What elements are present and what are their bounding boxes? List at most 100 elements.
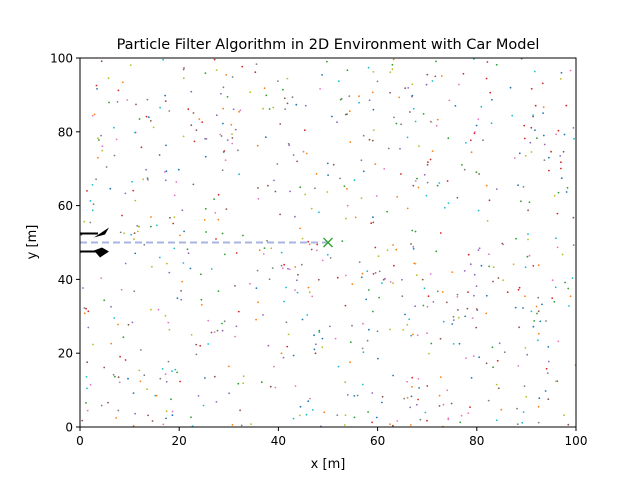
particle <box>308 291 311 294</box>
particle <box>307 400 310 403</box>
particle <box>174 368 177 371</box>
particle <box>85 307 87 310</box>
particle <box>370 222 373 225</box>
particle <box>477 249 480 252</box>
particle <box>349 141 352 144</box>
particle <box>495 188 498 191</box>
particle <box>537 332 540 335</box>
particle <box>268 108 271 110</box>
particle <box>165 417 168 420</box>
particle <box>362 134 365 137</box>
particle <box>458 342 461 345</box>
particle <box>238 110 241 113</box>
particle <box>553 300 556 303</box>
particle <box>473 294 475 297</box>
particle <box>567 287 570 290</box>
particle <box>374 246 377 249</box>
particle <box>560 177 563 180</box>
particle <box>182 262 185 264</box>
particle <box>127 377 129 380</box>
particle <box>532 115 534 118</box>
particle <box>525 395 528 398</box>
particle <box>512 263 515 266</box>
particle <box>280 352 283 355</box>
particle <box>326 191 329 193</box>
particle <box>502 279 504 282</box>
particle <box>470 151 473 154</box>
particle <box>536 312 538 315</box>
particle <box>472 355 475 357</box>
particle <box>377 255 380 258</box>
particle <box>422 113 425 115</box>
particle <box>411 229 414 232</box>
particle <box>89 200 92 202</box>
particle <box>190 90 193 93</box>
particle <box>426 181 429 184</box>
particle <box>134 199 137 202</box>
x-tick-label: 20 <box>172 434 187 448</box>
particle <box>288 268 291 271</box>
particle <box>142 178 145 181</box>
particle <box>82 287 84 289</box>
particle <box>284 108 287 110</box>
particle <box>535 305 538 308</box>
particle <box>146 98 149 101</box>
particle <box>501 242 504 245</box>
particle <box>447 202 450 205</box>
particle <box>331 115 333 118</box>
particle <box>119 355 121 358</box>
particle <box>371 392 374 394</box>
particle <box>315 173 318 175</box>
particle <box>86 190 88 192</box>
particle <box>475 326 478 329</box>
particle <box>147 116 150 119</box>
particle <box>225 208 228 211</box>
particle <box>413 262 416 265</box>
particle <box>314 343 317 346</box>
particle <box>280 251 283 254</box>
particle <box>358 101 360 104</box>
particle <box>222 107 225 110</box>
particle <box>213 331 216 333</box>
particle <box>421 278 424 281</box>
particle <box>351 324 353 327</box>
particle <box>530 87 533 90</box>
particle <box>563 133 566 136</box>
particle <box>282 88 284 91</box>
particle <box>164 179 167 182</box>
particle <box>376 80 379 83</box>
particle <box>400 173 402 175</box>
particle <box>232 108 235 111</box>
particle <box>321 74 323 76</box>
particle <box>173 247 176 250</box>
particle <box>176 297 179 299</box>
particle <box>426 385 429 387</box>
particle <box>279 123 282 125</box>
particle <box>572 244 575 247</box>
particle <box>182 135 185 138</box>
particle <box>524 155 527 157</box>
particle <box>112 373 115 376</box>
particle <box>542 112 544 114</box>
particle <box>572 127 575 129</box>
particle <box>187 252 190 255</box>
particle <box>95 84 98 87</box>
particle <box>164 373 167 376</box>
particle <box>168 328 171 331</box>
particle <box>87 326 90 329</box>
particle <box>91 184 94 186</box>
particle <box>309 397 311 400</box>
particle <box>392 374 394 377</box>
particle <box>345 217 347 220</box>
particle <box>235 325 238 328</box>
particle <box>222 122 224 125</box>
particle <box>374 163 377 166</box>
particle <box>486 61 489 63</box>
particle <box>183 67 185 69</box>
particle <box>310 248 313 251</box>
particle <box>516 407 518 410</box>
particle <box>452 315 455 318</box>
particle <box>349 341 352 344</box>
particle <box>175 181 178 183</box>
particle <box>395 248 398 251</box>
